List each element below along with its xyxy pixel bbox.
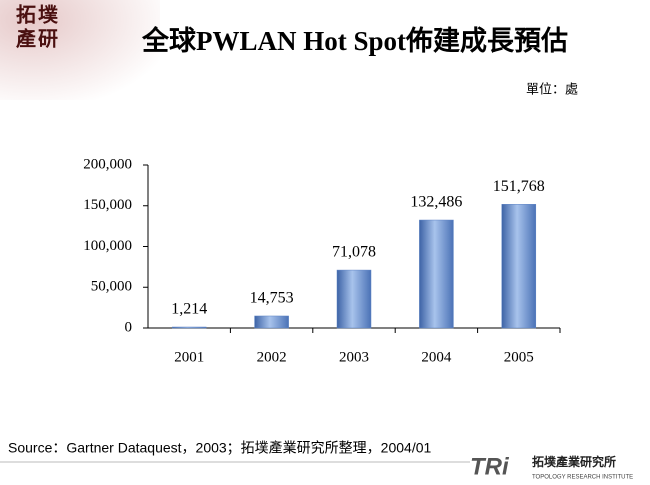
x-tick-label: 2005 (504, 349, 534, 365)
y-tick-label: 150,000 (83, 197, 132, 213)
x-tick-label: 2004 (421, 349, 452, 365)
logo-char: 產 (16, 26, 36, 50)
logo-name: 拓墣產業研究所 (532, 454, 616, 469)
value-label: 151,768 (493, 178, 545, 195)
bar (336, 269, 372, 329)
unit-label: 單位：處 (526, 81, 578, 96)
chart-title: 全球PWLAN Hot Spot佈建成長預估 (141, 25, 568, 56)
logo-mark: TRi (470, 453, 510, 480)
value-label: 71,078 (332, 244, 376, 261)
x-tick-label: 2002 (257, 349, 287, 365)
source-note: Source：Gartner Dataquest，2003；拓墣產業研究所整理，… (8, 440, 431, 457)
logo-char: 墣 (38, 3, 59, 26)
logo-char: 研 (38, 28, 58, 50)
logo-top: 拓 墣 產 研 (16, 3, 59, 50)
logo-char: 拓 (16, 3, 36, 26)
x-tick-label: 2001 (174, 349, 204, 365)
value-label: 1,214 (171, 301, 207, 318)
bar (419, 219, 454, 329)
logo-english: TOPOLOGY RESEARCH INSTITUTE (532, 475, 633, 481)
value-label: 14,753 (250, 290, 294, 307)
value-label: 132,486 (410, 194, 462, 211)
bar (171, 326, 207, 329)
y-tick-label: 100,000 (83, 238, 132, 254)
y-tick-label: 200,000 (83, 156, 132, 172)
x-tick-label: 2003 (339, 349, 369, 365)
bar (501, 204, 537, 329)
header-decoration (0, 0, 160, 100)
y-tick-label: 0 (125, 319, 133, 335)
y-tick-label: 50,000 (91, 279, 132, 295)
bar (254, 315, 289, 329)
plot: 0 50,000 100,000 150,000 200,000 2001 1,214 200… (83, 156, 561, 365)
